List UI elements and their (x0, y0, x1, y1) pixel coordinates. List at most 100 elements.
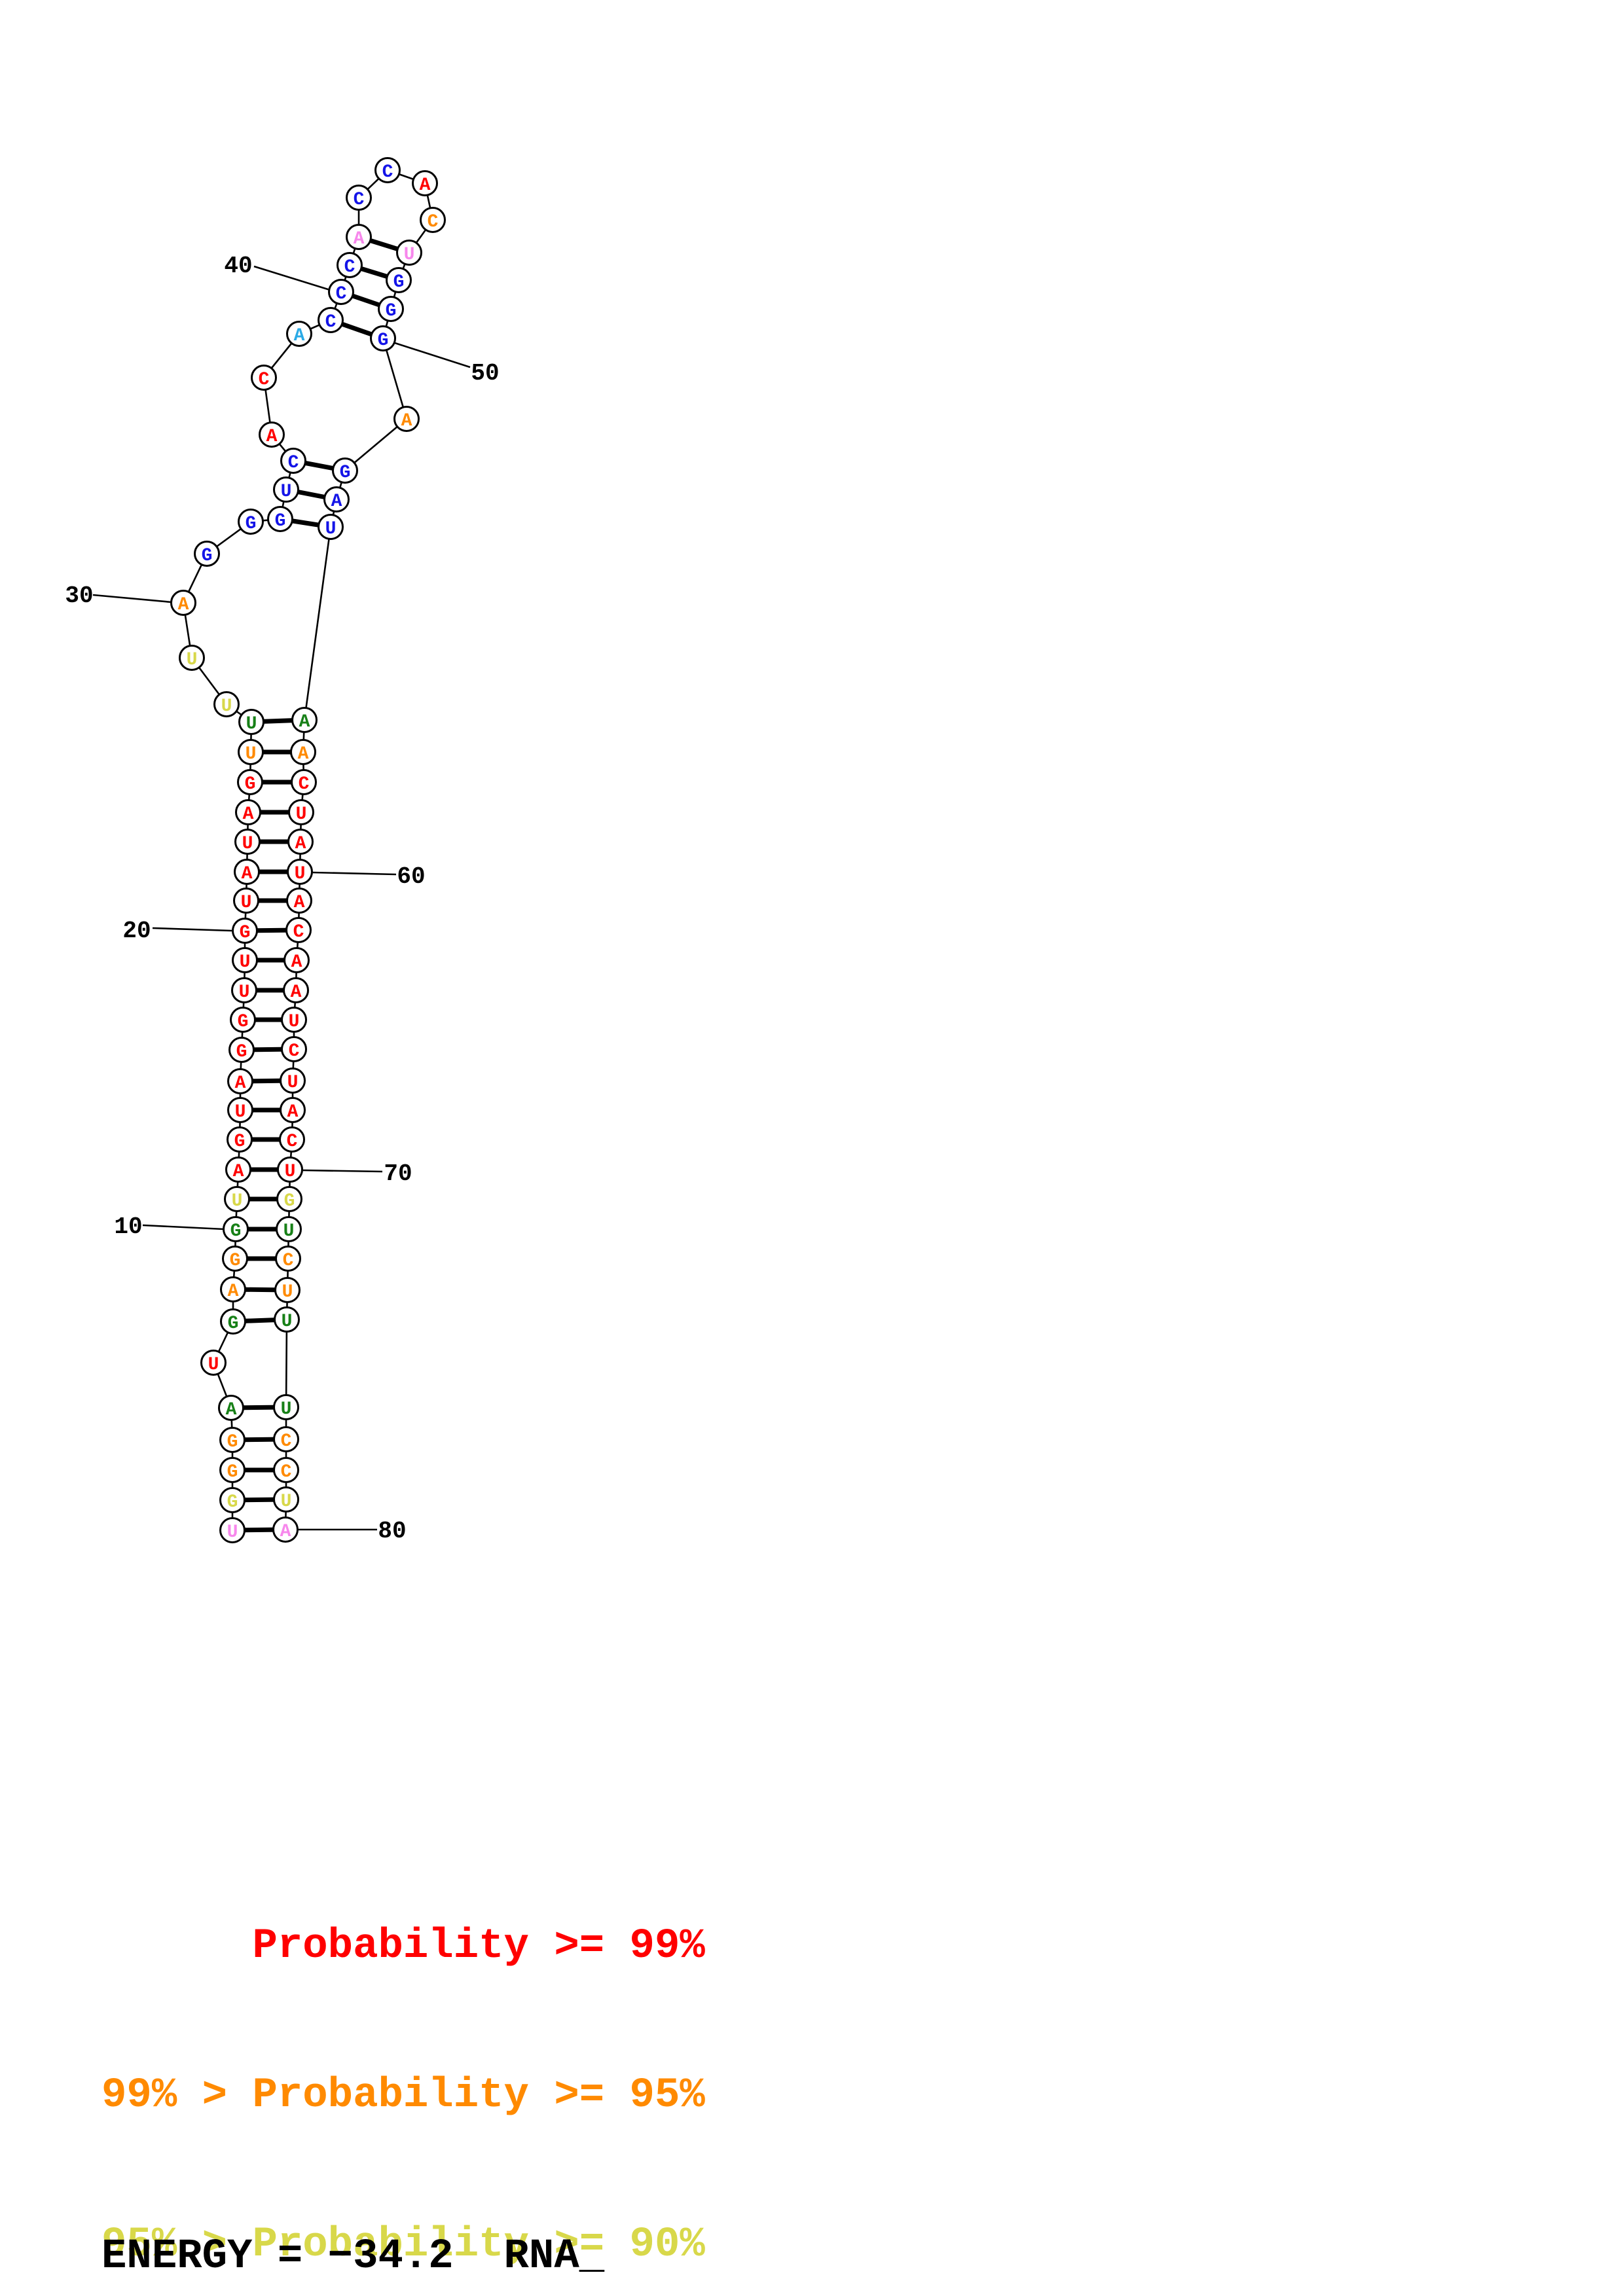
position-label: 60 (397, 863, 425, 890)
nucleotide-circle (228, 1037, 255, 1063)
nucleotide-circle-layer (170, 157, 446, 1543)
position-label-line (302, 1169, 383, 1173)
nucleotide-base: U (285, 1162, 296, 1182)
nucleotide-circle (235, 799, 261, 825)
nucleotide-base: U (325, 519, 337, 539)
nucleotide-base: G (245, 774, 256, 795)
nucleotide-base: U (281, 1399, 292, 1420)
nucleotide-circle (287, 859, 313, 885)
nucleotide-circle (232, 947, 258, 973)
nucleotide-circle (280, 1067, 306, 1094)
nucleotide-circle (286, 321, 312, 347)
nucleotide-circle (420, 207, 446, 233)
nucleotide-circle (280, 1097, 306, 1123)
nucleotide-base: G (393, 272, 405, 293)
nucleotide-circle (318, 514, 344, 540)
nucleotide-base: A (294, 893, 305, 913)
nucleotide-base: U (404, 245, 415, 265)
probability-legend: Probability >= 99% 99% > Probability >= … (101, 1822, 705, 2296)
nucleotide-circle (233, 888, 259, 914)
nucleotide-circle (219, 1457, 246, 1483)
nucleotide-base: U (246, 714, 257, 734)
nucleotide-circle (274, 1306, 300, 1333)
nucleotide-circle (283, 947, 310, 973)
nucleotide-base: C (428, 212, 439, 232)
position-label: 10 (114, 1213, 142, 1240)
nucleotide-base: G (340, 463, 351, 483)
nucleotide-base: G (236, 1042, 247, 1062)
nucleotide-circle (370, 325, 396, 351)
nucleotide-base: G (386, 301, 397, 321)
nucleotide-circle (273, 476, 299, 503)
nucleotide-base: A (233, 1162, 244, 1182)
nucleotide-circle (219, 1427, 246, 1453)
nucleotide-circle (332, 457, 358, 484)
nucleotide-base: U (282, 1282, 293, 1302)
position-label-line (152, 927, 232, 932)
nucleotide-circle (220, 1308, 246, 1335)
nucleotide-circle (396, 240, 422, 266)
nucleotide-circle (234, 859, 260, 885)
nucleotide-circle (277, 1157, 303, 1183)
nucleotide-base: G (240, 923, 251, 943)
position-label: 40 (224, 253, 252, 279)
nucleotide-base: C (354, 190, 365, 210)
position-label-line-layer (92, 265, 471, 1531)
nucleotide-circle (274, 1277, 301, 1303)
nucleotide-base: A (294, 326, 305, 346)
nucleotide-circle (170, 590, 196, 616)
nucleotide-base: C (336, 284, 347, 304)
nucleotide-base: U (296, 804, 307, 825)
nucleotide-circle (276, 1216, 302, 1242)
nucleotide-base: U (187, 650, 198, 670)
nucleotide-base: C (299, 774, 310, 795)
position-label-line (142, 1224, 225, 1230)
nucleotide-circle (273, 1486, 299, 1513)
nucleotide-circle (259, 422, 285, 448)
nucleotide-circle (222, 1246, 248, 1272)
legend-row-0: Probability >= 99% (101, 1923, 705, 1970)
nucleotide-base: A (299, 712, 310, 732)
nucleotide-circle (328, 279, 354, 305)
nucleotide-circle (227, 1126, 253, 1153)
nucleotide-base: U (295, 864, 306, 884)
nucleotide-base: G (378, 331, 389, 351)
nucleotide-circle (291, 769, 317, 795)
nucleotide-circle (194, 541, 220, 567)
nucleotide-circle (237, 769, 263, 795)
nucleotide-circle (281, 1007, 307, 1033)
nucleotide-circle (337, 252, 363, 278)
nucleotide-base: G (227, 1492, 238, 1513)
nucleotide-base: A (242, 864, 253, 884)
nucleotide-circle (273, 1457, 299, 1483)
nucleotide-base: A (291, 952, 302, 973)
nucleotide-base: U (208, 1355, 219, 1375)
position-label-line (253, 265, 331, 291)
nucleotide-circle (378, 296, 404, 322)
nucleotide-base: G (202, 546, 213, 566)
nucleotide-base: U (289, 1012, 300, 1032)
nucleotide-circle (374, 157, 401, 183)
nucleotide-base: U (283, 1221, 295, 1242)
nucleotide-circle (179, 645, 205, 671)
nucleotide-base: A (266, 427, 278, 447)
position-label-text-layer: 10 20 30 40 50 60 70 80 (65, 253, 499, 1545)
nucleotide-base: U (239, 982, 250, 1003)
nucleotide-base: A (235, 1073, 246, 1094)
nucleotide-circle (288, 799, 314, 825)
nucleotide-base: C (344, 257, 356, 278)
nucleotide-circle (219, 1487, 246, 1513)
nucleotide-circle (213, 691, 240, 717)
nucleotide-base: C (325, 312, 337, 332)
nucleotide-base: A (280, 1522, 291, 1542)
nucleotide-circle (227, 1097, 253, 1123)
nucleotide-base: A (295, 834, 306, 854)
nucleotide-base: U (246, 744, 257, 764)
nucleotide-base: G (227, 1462, 238, 1482)
nucleotide-circle (231, 977, 257, 1003)
nucleotide-base: U (235, 1102, 246, 1122)
nucleotide-base: U (281, 482, 292, 502)
nucleotide-base: U (241, 893, 252, 913)
